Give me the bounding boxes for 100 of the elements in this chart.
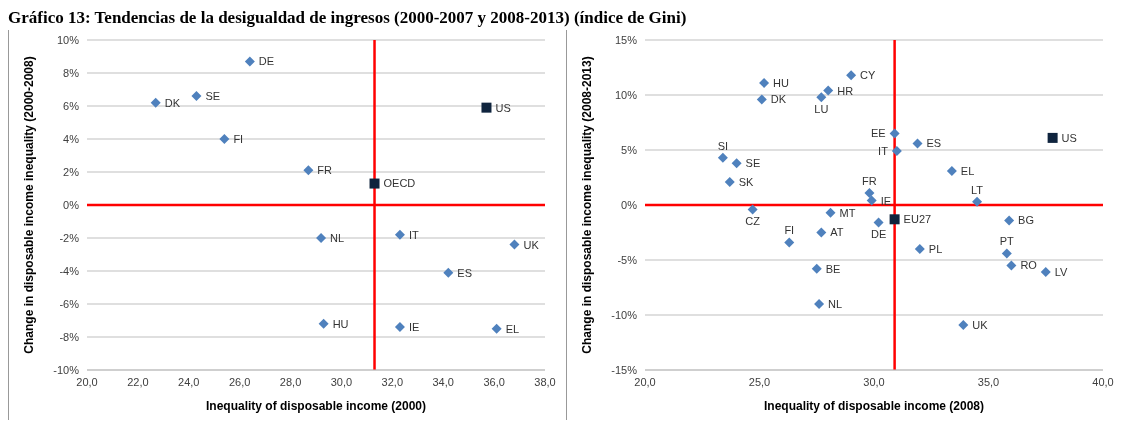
y-tick-label: -8% bbox=[59, 330, 80, 343]
x-tick-label: 28,0 bbox=[279, 375, 302, 388]
annotation: CY bbox=[860, 69, 877, 82]
annotation: IT bbox=[878, 145, 889, 158]
annotation: NL bbox=[828, 297, 843, 310]
x-tick-label: 20,0 bbox=[634, 375, 656, 388]
annotation: SE bbox=[745, 157, 761, 170]
point bbox=[394, 229, 405, 240]
x-tick-label: 30,0 bbox=[330, 375, 353, 388]
annotation: DE bbox=[258, 55, 275, 68]
annotation: EU27 bbox=[903, 213, 932, 226]
annotation: BE bbox=[825, 262, 841, 275]
y-tick-label: 10% bbox=[614, 88, 638, 101]
point bbox=[889, 128, 900, 139]
y-tick-label: 5% bbox=[621, 143, 638, 156]
y-tick-label: 15% bbox=[614, 33, 638, 46]
point bbox=[891, 146, 902, 157]
y-tick-label: 10% bbox=[56, 33, 80, 46]
point bbox=[784, 237, 795, 248]
point bbox=[811, 263, 822, 274]
annotation: LU bbox=[814, 103, 829, 116]
annotation: FR bbox=[862, 174, 877, 187]
point bbox=[1004, 215, 1015, 226]
point bbox=[481, 102, 492, 113]
x-tick-label: 20,0 bbox=[76, 375, 98, 388]
y-tick-label: 0% bbox=[621, 198, 638, 211]
y-tick-label: -5% bbox=[617, 253, 638, 266]
point bbox=[946, 165, 957, 176]
point bbox=[816, 92, 827, 103]
x-axis-title: Inequality of disposable income (2000) bbox=[205, 399, 427, 413]
x-tick-label: 25,0 bbox=[748, 375, 771, 388]
y-tick-label: -10% bbox=[53, 363, 80, 376]
point bbox=[1006, 260, 1017, 271]
y-axis-title: Change in disposable income inequality (2008-2013) bbox=[580, 56, 595, 354]
point bbox=[1040, 267, 1051, 278]
point bbox=[816, 227, 827, 238]
point bbox=[318, 318, 329, 329]
point bbox=[219, 134, 230, 144]
point bbox=[814, 299, 825, 309]
point bbox=[731, 158, 742, 169]
annotation: US bbox=[1061, 131, 1077, 144]
annotation: DE bbox=[870, 228, 887, 241]
point bbox=[1047, 132, 1058, 143]
annotation: US bbox=[495, 101, 511, 114]
annotation: IE bbox=[408, 321, 420, 334]
point bbox=[717, 152, 728, 163]
x-axis-title: Inequality of disposable income (2008) bbox=[763, 399, 985, 413]
point bbox=[823, 85, 834, 96]
y-tick-label: -15% bbox=[611, 363, 638, 376]
point bbox=[724, 176, 735, 187]
point bbox=[150, 97, 161, 108]
x-tick-label: 32,0 bbox=[381, 375, 404, 388]
point bbox=[873, 217, 884, 228]
annotation: DK bbox=[164, 96, 181, 109]
annotation: PL bbox=[928, 242, 943, 255]
annotation: FI bbox=[784, 224, 795, 237]
y-axis-title: Change in disposable income inequality (2000-2008) bbox=[22, 56, 37, 354]
annotation: IE bbox=[880, 194, 892, 207]
annotation: RO bbox=[1020, 259, 1038, 272]
x-tick-label: 35,0 bbox=[977, 375, 1000, 388]
x-tick-label: 24,0 bbox=[178, 375, 200, 388]
annotation: CZ bbox=[745, 215, 761, 228]
y-tick-label: -4% bbox=[59, 264, 80, 277]
point bbox=[394, 322, 405, 333]
annotation: BG bbox=[1018, 214, 1035, 227]
point bbox=[972, 196, 983, 207]
y-tick-label: 2% bbox=[63, 165, 80, 178]
x-tick-label: 34,0 bbox=[432, 375, 454, 388]
annotation: EL bbox=[505, 322, 520, 335]
x-tick-label: 30,0 bbox=[863, 375, 885, 388]
point bbox=[866, 195, 877, 206]
point bbox=[958, 319, 969, 330]
annotation: MT bbox=[839, 206, 856, 219]
annotation: ES bbox=[926, 137, 942, 150]
x-tick-label: 26,0 bbox=[228, 375, 251, 388]
annotation: UK bbox=[972, 318, 989, 331]
point bbox=[1001, 248, 1012, 259]
annotation: HU bbox=[773, 76, 790, 89]
annotation: UK bbox=[523, 238, 540, 251]
y-tick-label: -10% bbox=[611, 308, 638, 321]
annotation: LV bbox=[1054, 266, 1069, 279]
y-tick-label: 8% bbox=[63, 66, 80, 79]
annotation: SK bbox=[738, 175, 755, 188]
point bbox=[509, 239, 520, 250]
point bbox=[443, 267, 454, 278]
chart-title: Gráfico 13: Tendencias de la desigualdad de ingresos (2000-2007 y 2008-2013) (índice de Gini) bbox=[8, 8, 688, 29]
x-tick-label: 36,0 bbox=[483, 375, 505, 388]
annotation: NL bbox=[330, 231, 345, 244]
point bbox=[825, 207, 836, 218]
point bbox=[759, 77, 770, 88]
point bbox=[864, 187, 875, 198]
point bbox=[912, 138, 923, 149]
point bbox=[491, 323, 502, 334]
x-tick-label: 22,0 bbox=[127, 375, 149, 388]
annotation: DK bbox=[770, 93, 787, 106]
point bbox=[316, 233, 327, 243]
point bbox=[191, 91, 202, 102]
y-tick-label: -2% bbox=[59, 231, 80, 244]
point bbox=[914, 244, 925, 254]
annotation: OECD bbox=[383, 177, 416, 190]
